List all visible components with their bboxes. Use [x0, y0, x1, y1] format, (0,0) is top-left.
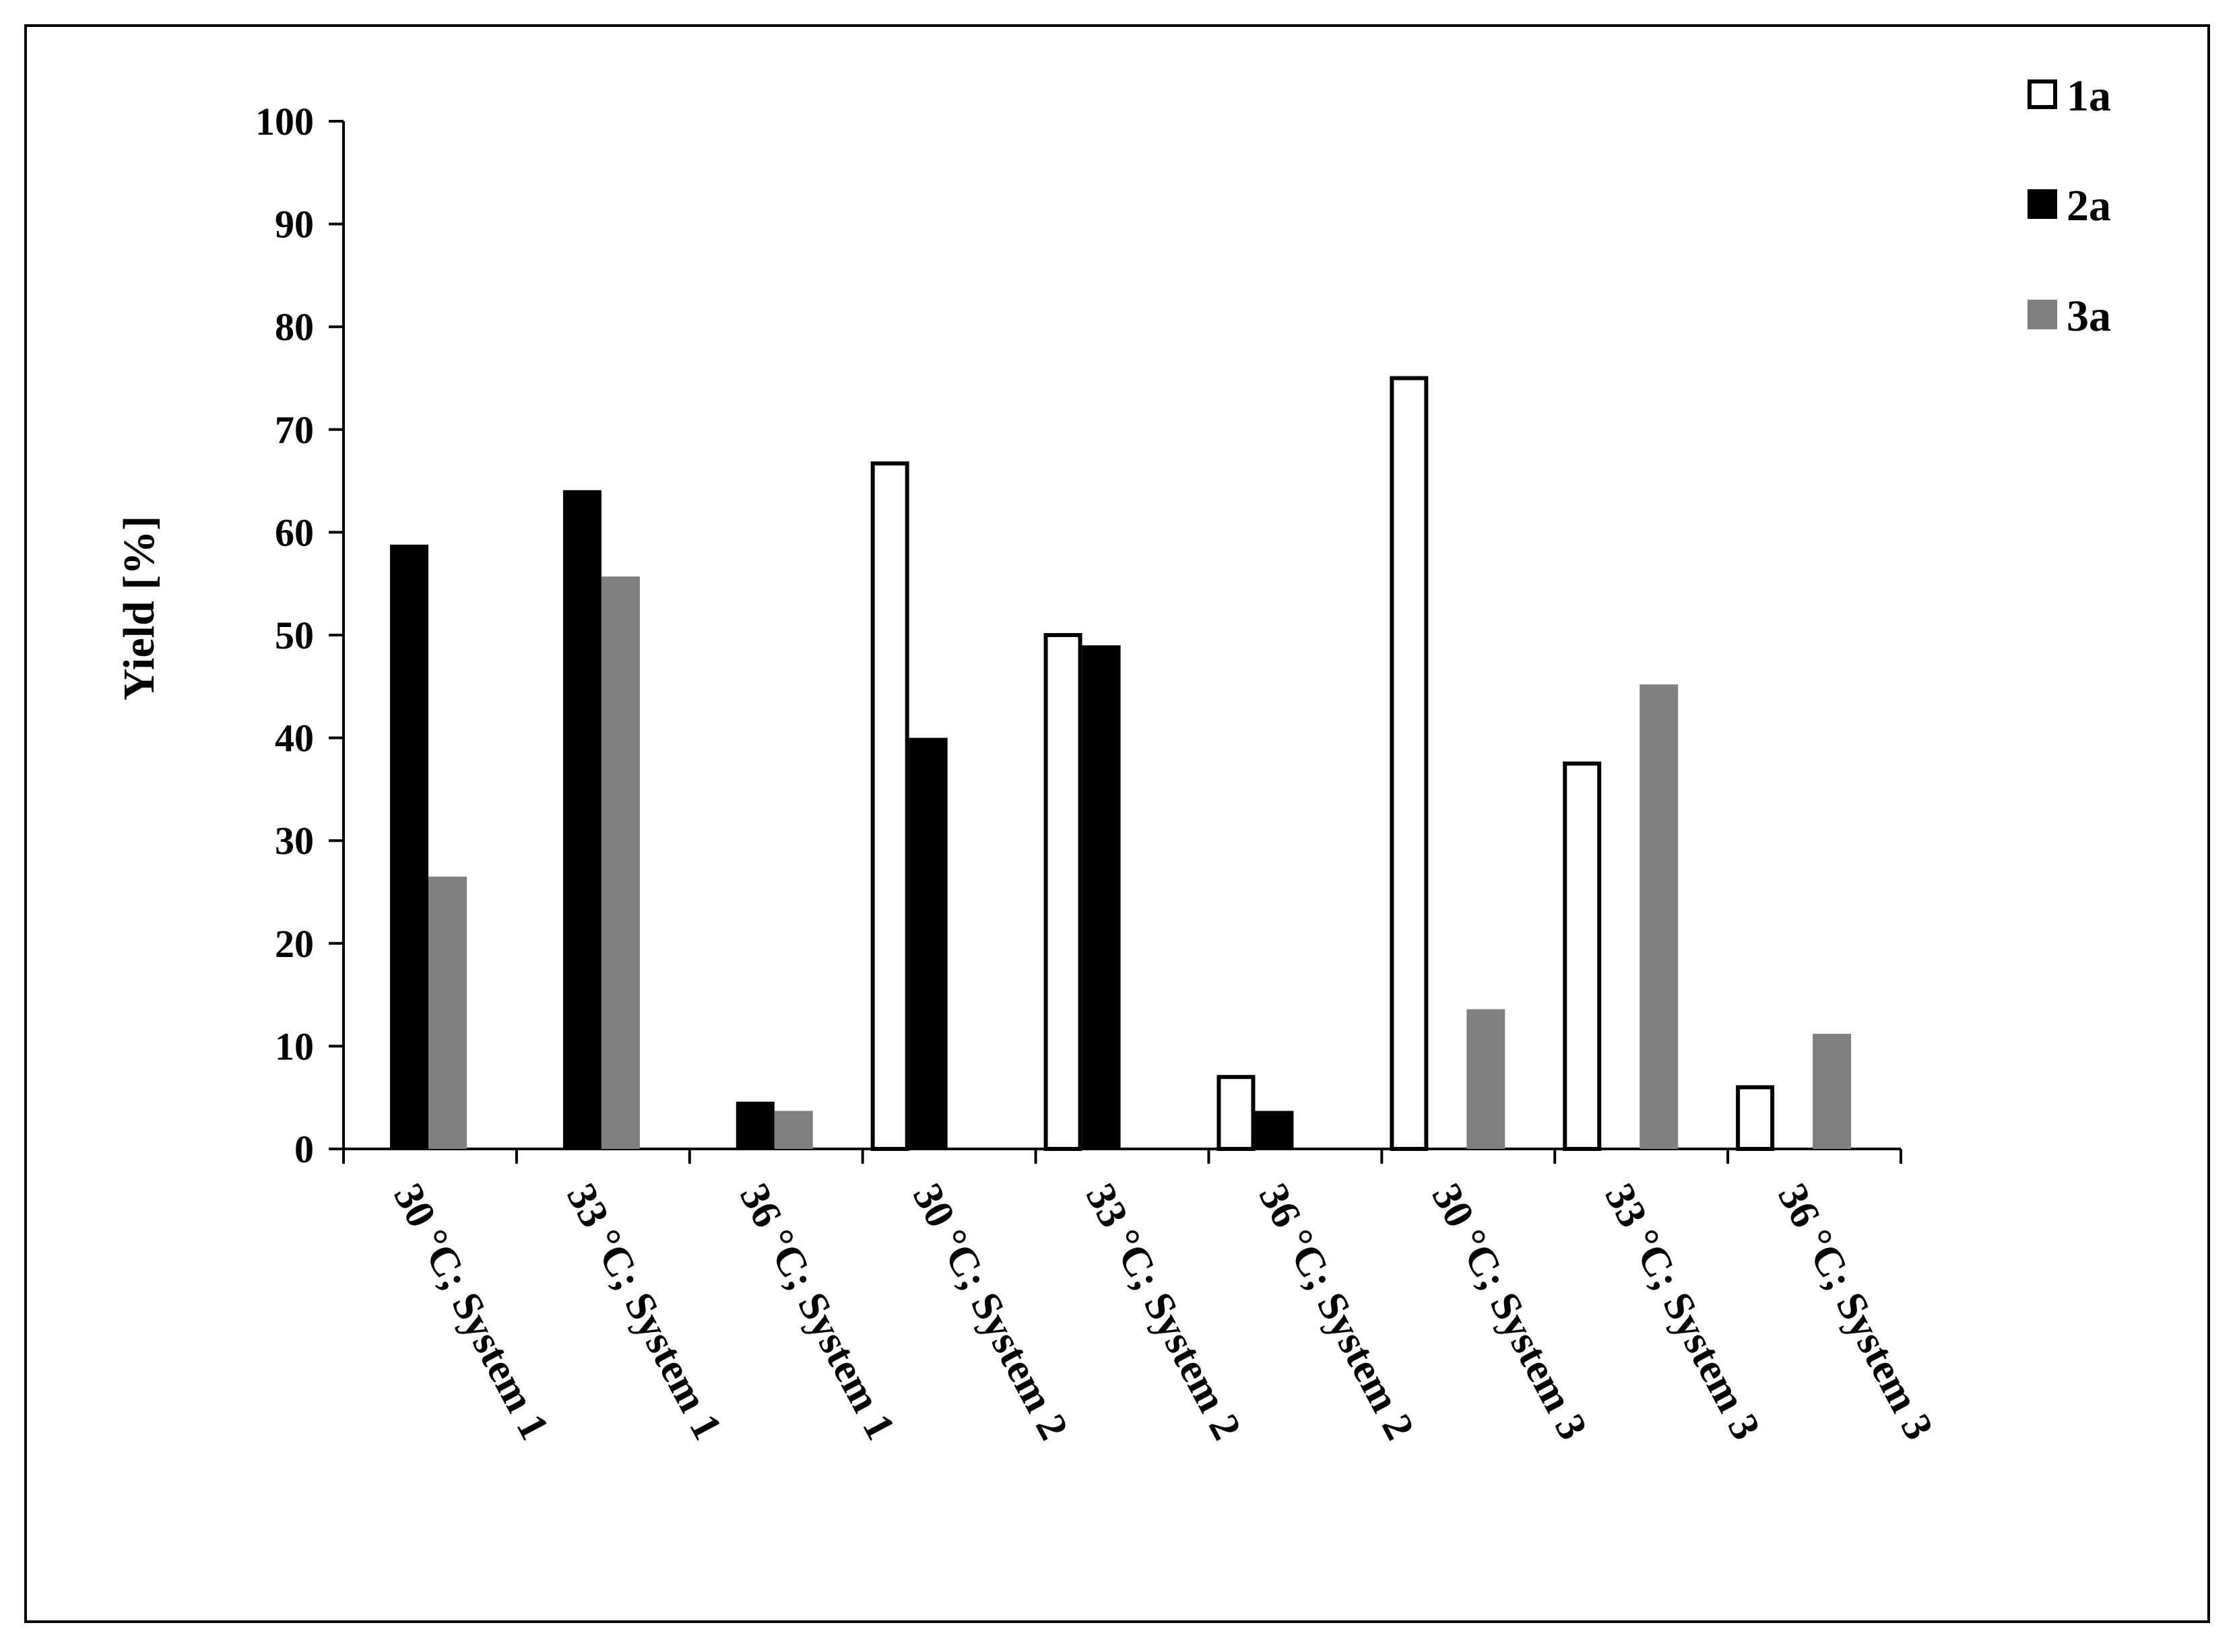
- y-tick-label: 90: [275, 203, 314, 246]
- legend-swatch-1a: [2028, 79, 2057, 109]
- bar-3a-1: [428, 876, 467, 1149]
- bar-1a-9: [1736, 1085, 1775, 1151]
- x-tick-label: 36 °C; System 2: [1250, 1177, 1423, 1447]
- bar-2a-2: [562, 490, 602, 1149]
- legend-label-1a: 1a: [2067, 71, 2111, 121]
- bar-3a-3: [774, 1111, 813, 1149]
- y-axis-title: Yield [%]: [115, 516, 164, 700]
- bar-2a-4: [909, 737, 948, 1149]
- bar-1a-4: [870, 461, 909, 1151]
- bar-3a-9: [1813, 1034, 1852, 1149]
- x-tick-label: 30 °C; System 1: [385, 1177, 558, 1447]
- x-tick-label: 33 °C; System 2: [1077, 1177, 1250, 1447]
- y-tick-label: 50: [275, 614, 314, 657]
- x-tick-label: 30 °C; System 2: [904, 1177, 1077, 1447]
- bar-1a-5: [1043, 633, 1082, 1151]
- y-tick-label: 10: [275, 1024, 314, 1068]
- bars: [390, 376, 1852, 1152]
- bar-2a-3: [736, 1101, 775, 1149]
- chart-frame: [24, 24, 2210, 1623]
- bar-2a-6: [1255, 1111, 1294, 1149]
- x-tick-label: 33 °C; System 1: [558, 1177, 731, 1447]
- bar-2a-1: [390, 544, 428, 1149]
- x-tick-label: 33 °C; System 3: [1596, 1177, 1769, 1447]
- bar-3a-7: [1466, 1009, 1505, 1149]
- x-tick-label: 30 °C; System 3: [1423, 1177, 1596, 1447]
- y-tick-label: 70: [275, 408, 314, 452]
- y-tick-label: 20: [275, 922, 314, 966]
- x-tick-labels: 30 °C; System 1 33 °C; System 1 36 °C; Sys…: [385, 1177, 1942, 1447]
- y-tick-labels: 0 10 20 30 40 50 60 70 80 90 100: [255, 100, 314, 1171]
- bar-1a-6: [1217, 1075, 1256, 1152]
- legend: 1a 2a 3a: [2028, 71, 2111, 341]
- bar-3a-2: [601, 576, 640, 1149]
- bar-1a-7: [1390, 376, 1429, 1151]
- y-tick-label: 30: [275, 819, 314, 863]
- y-tick-label: 60: [275, 510, 314, 554]
- y-tick-label: 40: [275, 717, 314, 760]
- y-tick-label: 80: [275, 305, 314, 349]
- legend-label-3a: 3a: [2067, 292, 2111, 341]
- legend-swatch-2a: [2028, 189, 2057, 219]
- bar-2a-5: [1082, 645, 1121, 1149]
- x-tick-label: 36 °C; System 1: [731, 1177, 904, 1447]
- bar-1a-8: [1563, 761, 1602, 1151]
- x-tick-label: 36 °C; System 3: [1769, 1177, 1942, 1447]
- bar-3a-8: [1640, 684, 1679, 1149]
- legend-label-2a: 2a: [2067, 181, 2111, 230]
- y-tick-label: 0: [294, 1127, 314, 1171]
- legend-swatch-3a: [2028, 300, 2057, 329]
- y-tick-label: 100: [255, 100, 314, 143]
